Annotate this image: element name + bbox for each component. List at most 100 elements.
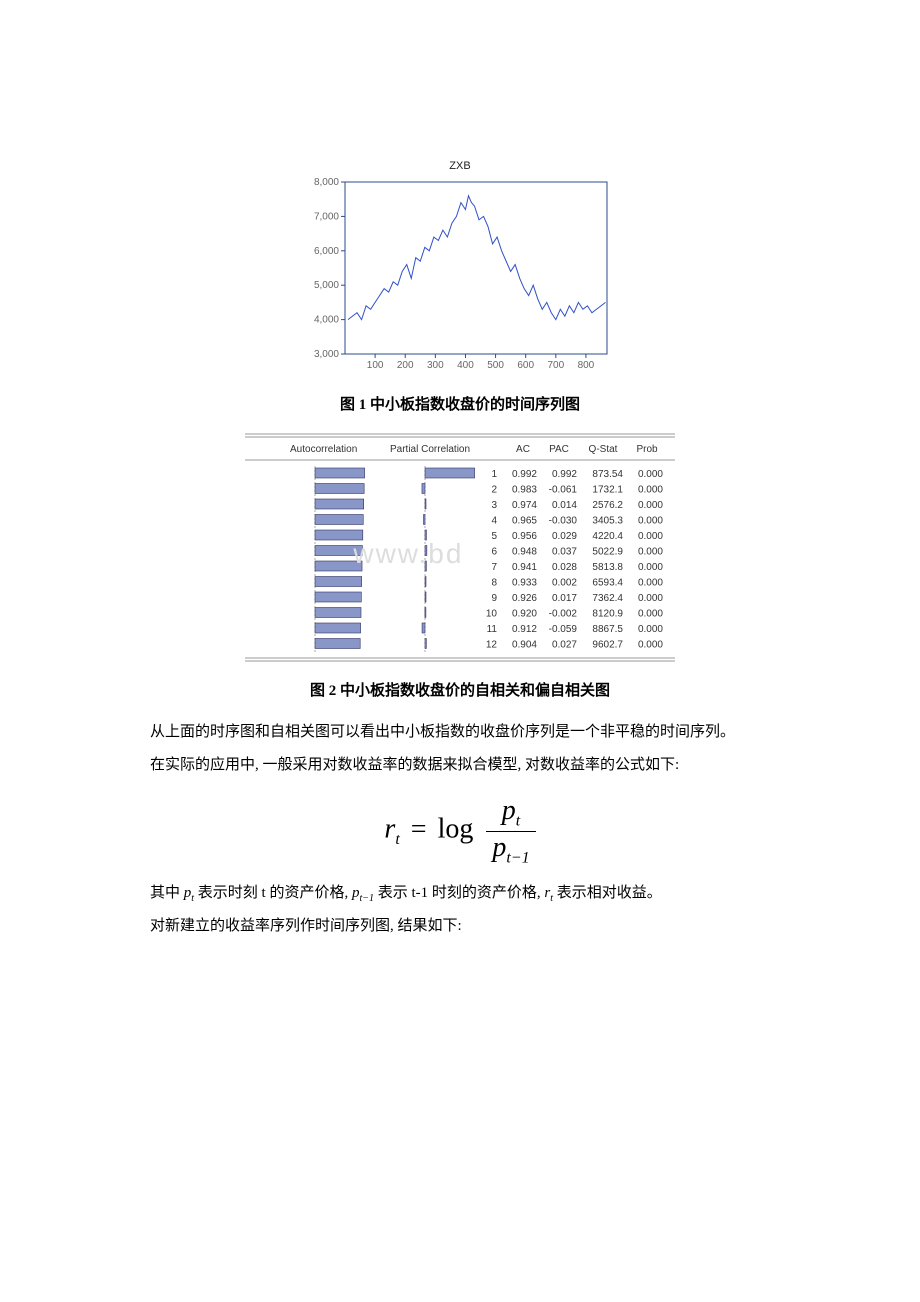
formula-lhs-sub: t — [395, 831, 399, 848]
svg-text:10: 10 — [486, 609, 498, 620]
svg-text:2576.2: 2576.2 — [592, 500, 623, 511]
svg-text:8867.5: 8867.5 — [592, 624, 623, 635]
p3-pre: 其中 — [150, 885, 184, 901]
corr-table-container: www.bd AutocorrelationPartial Correlatio… — [245, 432, 675, 667]
svg-text:0.000: 0.000 — [638, 640, 663, 651]
svg-text:8120.9: 8120.9 — [592, 609, 623, 620]
svg-text:Partial Correlation: Partial Correlation — [390, 444, 470, 455]
svg-text:0.000: 0.000 — [638, 593, 663, 604]
svg-text:5022.9: 5022.9 — [592, 547, 623, 558]
svg-text:0.000: 0.000 — [638, 562, 663, 573]
p3-mid1: 表示时刻 t 的资产价格, — [194, 885, 352, 901]
svg-text:5: 5 — [491, 531, 497, 542]
formula-num-sub: t — [516, 813, 520, 830]
svg-text:0.933: 0.933 — [512, 578, 537, 589]
svg-text:4,000: 4,000 — [314, 315, 339, 326]
paragraph-4: 对新建立的收益率序列作时间序列图, 结果如下: — [120, 912, 800, 941]
formula-lhs-var: r — [384, 814, 395, 845]
svg-text:0.926: 0.926 — [512, 593, 537, 604]
svg-text:0.948: 0.948 — [512, 547, 537, 558]
chart1-title: ZXB — [305, 160, 615, 172]
svg-text:100: 100 — [367, 360, 384, 371]
svg-text:0.920: 0.920 — [512, 609, 537, 620]
svg-text:300: 300 — [427, 360, 444, 371]
svg-text:4: 4 — [491, 516, 497, 527]
svg-text:0.965: 0.965 — [512, 516, 537, 527]
svg-text:12: 12 — [486, 640, 498, 651]
svg-text:-0.061: -0.061 — [549, 485, 578, 496]
svg-text:5,000: 5,000 — [314, 280, 339, 291]
svg-text:3405.3: 3405.3 — [592, 516, 623, 527]
svg-text:200: 200 — [397, 360, 414, 371]
svg-text:0.037: 0.037 — [552, 547, 577, 558]
svg-text:0.904: 0.904 — [512, 640, 537, 651]
svg-text:3: 3 — [491, 500, 497, 511]
svg-text:5813.8: 5813.8 — [592, 562, 623, 573]
svg-text:4220.4: 4220.4 — [592, 531, 623, 542]
svg-text:0.000: 0.000 — [638, 516, 663, 527]
svg-text:6593.4: 6593.4 — [592, 578, 623, 589]
svg-text:Prob: Prob — [636, 444, 658, 455]
svg-text:0.956: 0.956 — [512, 531, 537, 542]
figure-1-container: ZXB 3,000 4,000 5,000 6,000 7,000 8,000 100 200… — [120, 160, 800, 381]
svg-text:0.027: 0.027 — [552, 640, 577, 651]
svg-text:-0.002: -0.002 — [549, 609, 578, 620]
paragraph-3: 其中 pt 表示时刻 t 的资产价格, pt−1 表示 t-1 时刻的资产价格,… — [120, 879, 800, 908]
paragraph-2: 在实际的应用中, 一般采用对数收益率的数据来拟合模型, 对数收益率的公式如下: — [120, 751, 800, 780]
paragraph-1: 从上面的时序图和自相关图可以看出中小板指数的收盘价序列是一个非平稳的时间序列。 — [120, 718, 800, 747]
svg-text:0.992: 0.992 — [512, 469, 537, 480]
svg-text:0.992: 0.992 — [552, 469, 577, 480]
svg-text:0.014: 0.014 — [552, 500, 577, 511]
svg-text:0.941: 0.941 — [512, 562, 537, 573]
svg-text:Q-Stat: Q-Stat — [589, 444, 618, 455]
svg-text:1: 1 — [491, 469, 497, 480]
formula-num-var: p — [502, 795, 516, 826]
svg-text:PAC: PAC — [549, 444, 569, 455]
formula-display: rt = log pt pt−1 — [120, 795, 800, 867]
svg-text:0.002: 0.002 — [552, 578, 577, 589]
formula-op: log — [438, 814, 474, 845]
svg-text:0.912: 0.912 — [512, 624, 537, 635]
svg-text:11: 11 — [487, 624, 498, 635]
svg-text:0.029: 0.029 — [552, 531, 577, 542]
p3-pt1-sub: t−1 — [359, 893, 374, 904]
svg-text:2: 2 — [491, 485, 497, 496]
svg-text:7: 7 — [491, 562, 497, 573]
svg-text:0.017: 0.017 — [552, 593, 577, 604]
formula-den-var: p — [492, 832, 506, 863]
figure-1-caption: 图 1 中小板指数收盘价的时间序列图 — [120, 393, 800, 414]
svg-text:0.000: 0.000 — [638, 578, 663, 589]
svg-text:6,000: 6,000 — [314, 246, 339, 257]
svg-text:0.028: 0.028 — [552, 562, 577, 573]
svg-text:0.000: 0.000 — [638, 469, 663, 480]
svg-text:600: 600 — [517, 360, 534, 371]
svg-text:1732.1: 1732.1 — [592, 485, 623, 496]
svg-text:500: 500 — [487, 360, 504, 371]
svg-text:0.000: 0.000 — [638, 609, 663, 620]
p3-mid2: 表示 t-1 时刻的资产价格, — [374, 885, 544, 901]
chart1-svg: 3,000 4,000 5,000 6,000 7,000 8,000 100 200 300 4… — [305, 176, 615, 376]
formula-den-sub: t−1 — [506, 849, 529, 866]
svg-text:7362.4: 7362.4 — [592, 593, 623, 604]
figure-2-caption: 图 2 中小板指数收盘价的自相关和偏自相关图 — [120, 679, 800, 700]
svg-text:3,000: 3,000 — [314, 349, 339, 360]
svg-text:0.000: 0.000 — [638, 624, 663, 635]
svg-text:0.974: 0.974 — [512, 500, 537, 511]
svg-text:800: 800 — [578, 360, 595, 371]
svg-text:7,000: 7,000 — [314, 211, 339, 222]
svg-text:9: 9 — [491, 593, 497, 604]
corr-table-svg: AutocorrelationPartial CorrelationACPACQ… — [245, 432, 675, 662]
svg-text:700: 700 — [547, 360, 564, 371]
svg-text:873.54: 873.54 — [592, 469, 623, 480]
svg-text:8,000: 8,000 — [314, 177, 339, 188]
svg-text:0.000: 0.000 — [638, 500, 663, 511]
svg-text:8: 8 — [491, 578, 497, 589]
svg-text:400: 400 — [457, 360, 474, 371]
svg-text:-0.030: -0.030 — [549, 516, 578, 527]
svg-text:0.983: 0.983 — [512, 485, 537, 496]
svg-text:-0.059: -0.059 — [549, 624, 578, 635]
svg-text:6: 6 — [491, 547, 497, 558]
svg-text:9602.7: 9602.7 — [592, 640, 623, 651]
svg-text:0.000: 0.000 — [638, 531, 663, 542]
svg-text:Autocorrelation: Autocorrelation — [290, 444, 357, 455]
